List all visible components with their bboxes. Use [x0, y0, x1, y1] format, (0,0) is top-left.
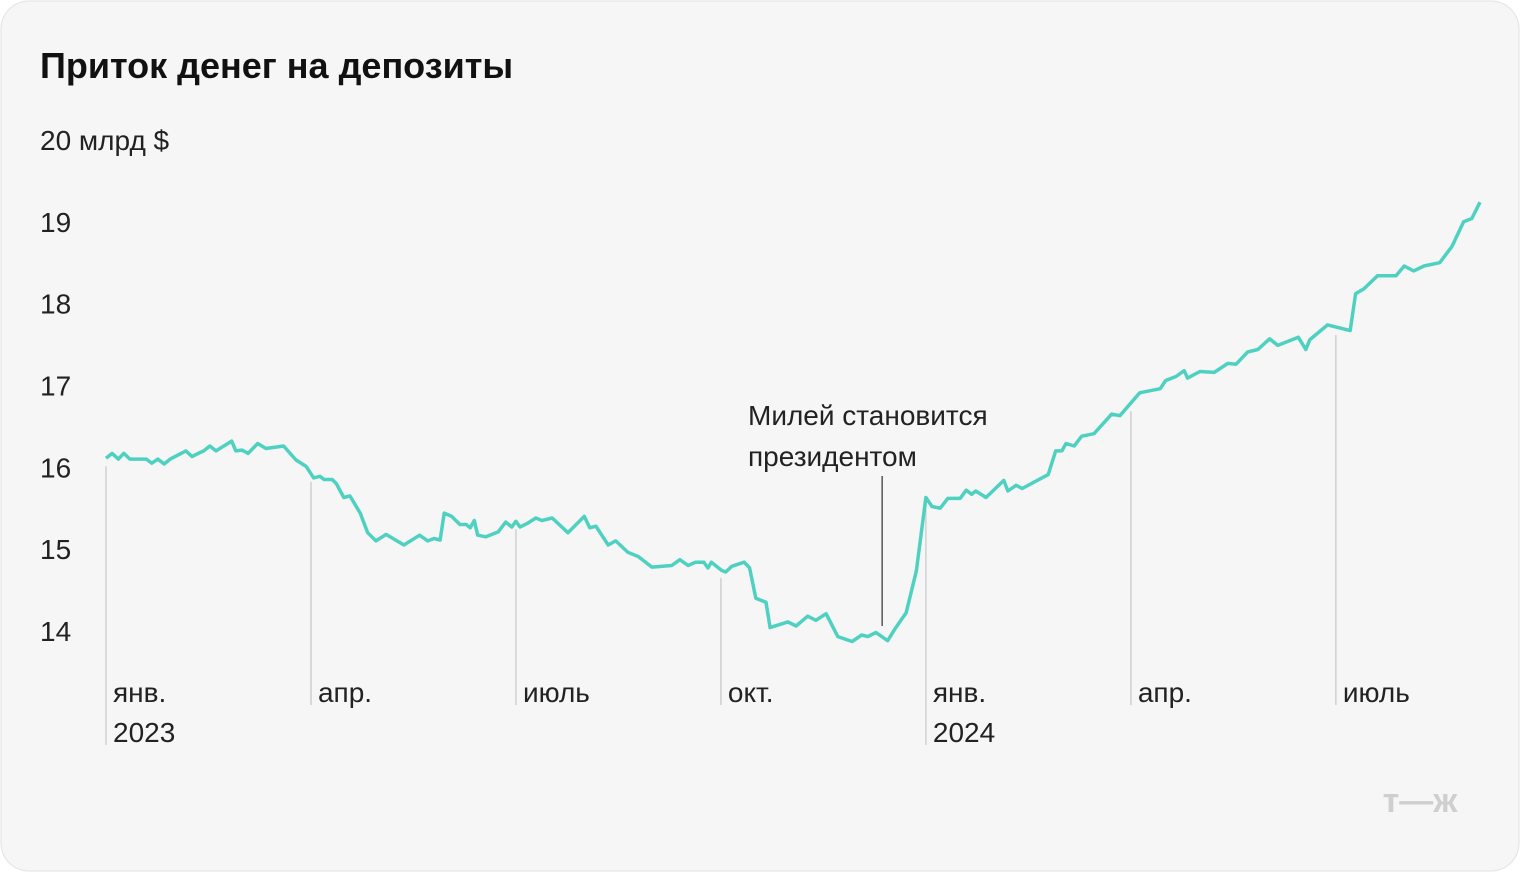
x-tick-label: янв. 2023	[113, 677, 175, 748]
annotation-text: президентом	[748, 441, 917, 472]
x-tick-label-line: апр.	[1138, 677, 1192, 708]
x-tick-label-line: окт.	[728, 677, 774, 708]
y-tick-label: 16	[40, 452, 71, 483]
x-tick-label-line: янв.	[113, 677, 166, 708]
x-tick-label: апр.	[1138, 677, 1192, 708]
x-tick-label: июль	[523, 677, 590, 708]
x-tick-label-line: 2024	[933, 717, 995, 748]
annotation-text: Милей становится	[748, 400, 988, 431]
y-tick-label: 18	[40, 289, 71, 320]
x-tick-label: окт.	[728, 677, 774, 708]
x-tick-label-line: июль	[523, 677, 590, 708]
chart-title: Приток денег на депозиты	[40, 45, 513, 86]
x-tick-label-line: 2023	[113, 717, 175, 748]
y-tick-label: 15	[40, 534, 71, 565]
x-tick-label: июль	[1343, 677, 1410, 708]
x-tick-label-line: июль	[1343, 677, 1410, 708]
y-tick-label: 17	[40, 370, 71, 401]
x-tick-label: апр.	[318, 677, 372, 708]
y-tick-label: 14	[40, 616, 71, 647]
x-tick-label: янв. 2024	[933, 677, 995, 748]
x-tick-label-line: апр.	[318, 677, 372, 708]
y-tick-label: 19	[40, 207, 71, 238]
y-tick-label: 20 млрд $	[40, 125, 170, 156]
x-tick-label-line: янв.	[933, 677, 986, 708]
logo: т—ж	[1383, 782, 1459, 820]
data-line	[104, 201, 1482, 644]
